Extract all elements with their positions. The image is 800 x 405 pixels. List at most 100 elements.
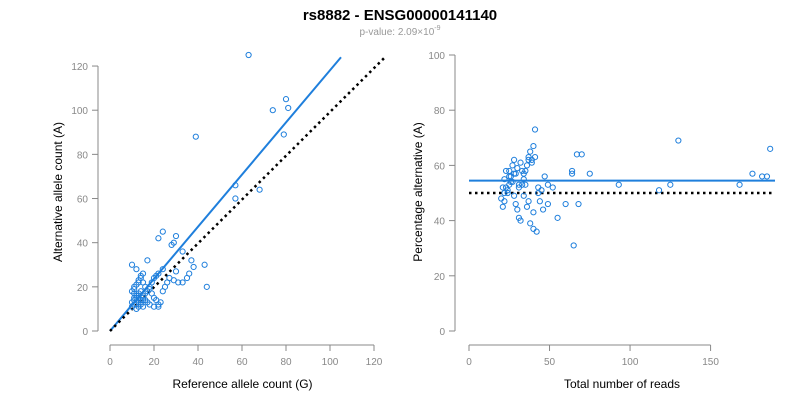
left-data-point xyxy=(256,186,263,193)
left-x-tick-label: 60 xyxy=(236,357,248,368)
right-y-tick-label: 0 xyxy=(439,327,445,338)
left-data-point xyxy=(203,283,210,290)
left-data-point xyxy=(186,270,193,277)
left-data-point xyxy=(269,107,276,114)
left-y-axis-label: Alternative allele count (A) xyxy=(51,122,65,262)
plot-allele-counts: 0 20 40 60 80 100 120 0 20 40 60 80 100 120 Reference … xyxy=(51,51,386,391)
subtitle-exponent: -9 xyxy=(434,25,440,32)
right-data-point xyxy=(510,192,518,199)
right-data-point xyxy=(502,184,510,191)
left-data-point xyxy=(280,131,287,138)
right-data-point xyxy=(509,178,516,186)
right-data-point xyxy=(568,170,576,177)
right-data-point xyxy=(504,189,511,197)
left-x-tick-label: 40 xyxy=(192,357,204,368)
right-data-point xyxy=(523,162,531,169)
right-data-point xyxy=(586,170,593,177)
right-data-point xyxy=(749,170,756,177)
left-data-point xyxy=(128,261,136,268)
chart-title: rs8882 - ENSG00000141140 xyxy=(303,7,497,24)
left-data-point xyxy=(190,263,197,271)
right-data-point xyxy=(514,206,521,213)
right-data-point xyxy=(520,192,527,199)
right-data-point xyxy=(578,151,585,158)
left-data-point xyxy=(144,257,151,264)
left-x-tick-label: 80 xyxy=(280,357,292,368)
right-data-point xyxy=(499,184,506,191)
right-data-point xyxy=(525,198,532,205)
right-x-tick-label: 100 xyxy=(622,357,639,368)
left-y-tick-label: 60 xyxy=(77,195,89,206)
right-data-point xyxy=(512,170,519,177)
right-x-tick-label: 0 xyxy=(466,357,472,368)
left-data-point xyxy=(135,292,142,299)
right-data-point xyxy=(517,159,524,166)
left-y-tick-label: 120 xyxy=(71,62,88,73)
left-y-tick-label: 100 xyxy=(71,106,88,117)
left-data-point xyxy=(179,248,186,255)
right-data-point xyxy=(501,198,508,205)
subtitle-prefix: p-value: 2.09×10 xyxy=(359,27,434,38)
left-data-point xyxy=(179,279,186,286)
left-data-point xyxy=(192,133,199,140)
right-data-point xyxy=(533,228,540,235)
right-x-tick-label: 50 xyxy=(544,357,556,368)
left-y-tick-label: 80 xyxy=(77,150,89,161)
right-data-point xyxy=(667,181,674,188)
left-data-point xyxy=(170,239,177,246)
left-data-point xyxy=(172,268,180,275)
left-data-point xyxy=(175,279,182,286)
left-reference-line xyxy=(109,56,386,332)
right-data-point xyxy=(506,167,513,175)
right-y-tick-label: 20 xyxy=(434,272,446,283)
left-data-point xyxy=(133,266,140,273)
left-data-point xyxy=(137,272,144,279)
left-data-point xyxy=(232,195,239,202)
left-data-point xyxy=(245,51,252,59)
right-data-point xyxy=(501,176,508,183)
right-data-point xyxy=(562,200,569,208)
right-y-tick-label: 100 xyxy=(428,51,445,62)
right-data-point xyxy=(528,159,535,166)
right-y-tick-label: 60 xyxy=(434,161,446,172)
left-x-tick-label: 100 xyxy=(322,357,339,368)
right-data-point xyxy=(501,189,508,197)
right-data-point xyxy=(520,170,527,177)
right-data-point xyxy=(549,184,556,191)
right-data-point xyxy=(675,137,682,144)
right-data-point xyxy=(530,209,537,216)
right-data-point xyxy=(522,181,529,188)
plot-percentage-alternative: 0 50 100 150 0 20 40 60 80 100 Total number of rea… xyxy=(411,51,775,391)
left-data-point xyxy=(285,104,292,112)
right-data-point xyxy=(510,156,518,163)
right-data-point xyxy=(535,189,542,197)
left-data-point xyxy=(159,228,166,235)
right-data-point xyxy=(509,162,516,169)
right-y-tick-label: 80 xyxy=(434,106,446,117)
right-data-point xyxy=(531,154,539,161)
right-y-tick-label: 40 xyxy=(434,217,446,228)
left-data-point xyxy=(155,303,162,310)
right-data-point xyxy=(554,214,561,221)
left-data-point xyxy=(155,235,162,242)
left-y-tick-label: 20 xyxy=(77,283,89,294)
right-data-point xyxy=(531,126,539,133)
right-data-point xyxy=(544,200,552,208)
right-data-point xyxy=(655,187,663,194)
right-data-point xyxy=(615,181,622,188)
right-data-point xyxy=(502,167,510,175)
left-data-point xyxy=(159,266,166,273)
right-data-point xyxy=(736,181,743,188)
right-data-point xyxy=(568,167,576,175)
left-data-point xyxy=(150,303,158,310)
right-data-point xyxy=(527,220,534,227)
right-data-point xyxy=(530,142,537,150)
right-data-point xyxy=(575,200,582,208)
right-data-point xyxy=(536,198,543,205)
right-x-axis-label: Total number of reads xyxy=(564,377,680,391)
right-data-point xyxy=(767,145,774,152)
right-data-point xyxy=(541,173,548,180)
left-x-axis-label: Reference allele count (G) xyxy=(172,377,312,391)
left-data-point xyxy=(172,232,180,240)
